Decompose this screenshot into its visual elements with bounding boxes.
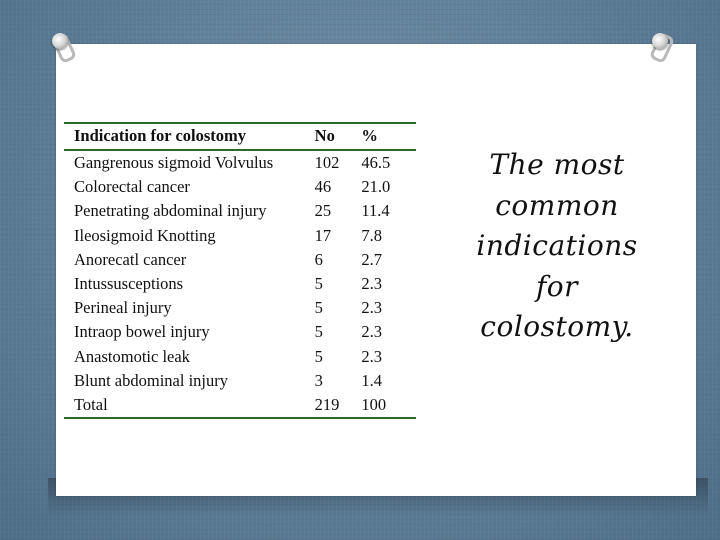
cell-percent: 21.0 [361, 177, 391, 197]
cell-no: 6 [314, 249, 323, 269]
slide-card [56, 44, 696, 496]
slide-title: The most common indications for colostom… [460, 145, 654, 348]
cell-percent: 46.5 [361, 153, 391, 173]
grommet-right-icon [652, 33, 668, 49]
table-row: Perineal injury 5 2.3 [64, 296, 416, 320]
table-row: Intraop bowel injury 5 2.3 [64, 320, 416, 344]
cell-no: 3 [314, 370, 323, 390]
cell-no: 5 [314, 346, 323, 366]
cell-indication: Intussusceptions [74, 274, 184, 294]
table-row: Gangrenous sigmoid Volvulus 102 46.5 [64, 150, 416, 175]
cell-indication: Ileosigmoid Knotting [74, 225, 216, 245]
table-row: Ileosigmoid Knotting 17 7.8 [64, 224, 416, 248]
cell-no: 5 [314, 274, 323, 294]
cell-indication: Anastomotic leak [74, 346, 190, 366]
title-line: The most [489, 148, 625, 181]
title-line: for [535, 269, 579, 303]
cell-percent: 100 [361, 392, 416, 420]
table-header-row: Indication for colostomy No % [64, 122, 416, 151]
header-percent: % [361, 122, 416, 151]
cell-no: 102 [314, 153, 340, 173]
table-row: Anorecatl cancer 6 2.7 [64, 248, 416, 272]
cell-percent: 2.3 [361, 322, 383, 342]
table-row: Colorectal cancer 46 21.0 [64, 175, 416, 199]
cell-percent: 2.7 [361, 249, 383, 269]
cell-indication: Blunt abdominal injury [74, 370, 228, 390]
table-row-total: Total 219 100 [64, 392, 416, 420]
cell-percent: 11.4 [361, 201, 390, 221]
indications-table: Indication for colostomy No % Gangrenous… [64, 122, 416, 420]
cell-no: 25 [314, 201, 332, 221]
table-row: Anastomotic leak 5 2.3 [64, 345, 416, 369]
title-line: colostomy. [480, 310, 634, 343]
title-line: indications [476, 229, 638, 262]
cell-no: 46 [314, 177, 332, 197]
table-row: Blunt abdominal injury 3 1.4 [64, 369, 416, 393]
cell-percent: 2.3 [361, 274, 383, 294]
table-row: Intussusceptions 5 2.3 [64, 272, 416, 296]
cell-indication: Gangrenous sigmoid Volvulus [74, 153, 274, 173]
cell-indication: Penetrating abdominal injury [74, 201, 267, 221]
header-indication: Indication for colostomy [64, 122, 315, 151]
cell-indication: Colorectal cancer [74, 177, 190, 197]
cell-no: 219 [314, 392, 362, 420]
grommet-left-icon [52, 33, 68, 49]
cell-no: 5 [314, 298, 323, 318]
cell-indication: Perineal injury [74, 298, 172, 318]
table-row: Penetrating abdominal injury 25 11.4 [64, 199, 416, 223]
cell-percent: 7.8 [361, 225, 383, 245]
title-line: common [495, 188, 619, 222]
cell-percent: 1.4 [361, 370, 383, 390]
cell-indication: Intraop bowel injury [74, 322, 210, 342]
cell-no: 17 [314, 225, 332, 245]
cell-percent: 2.3 [361, 346, 383, 366]
cell-indication: Total [64, 392, 315, 420]
cell-no: 5 [314, 322, 323, 342]
cell-indication: Anorecatl cancer [74, 249, 187, 269]
cell-percent: 2.3 [361, 298, 383, 318]
header-no: No [314, 122, 362, 151]
